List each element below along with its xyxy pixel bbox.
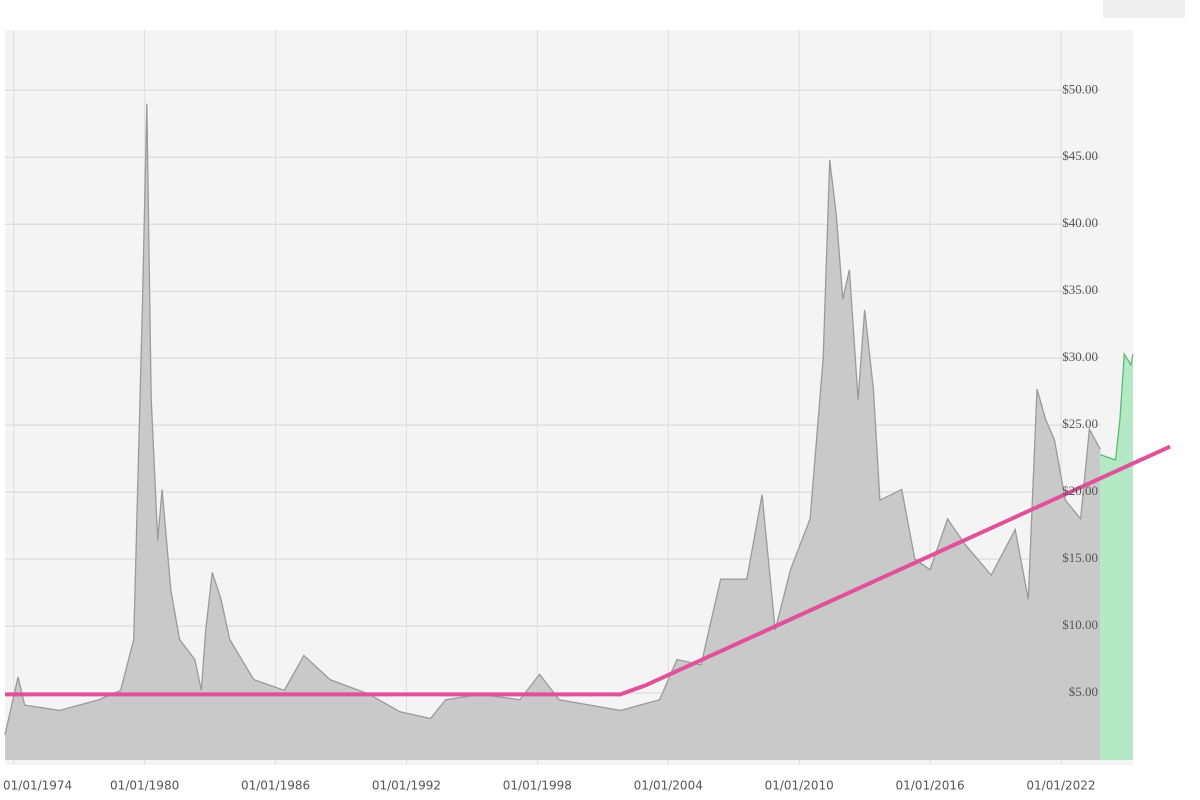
x-tick-label: 01/01/1992 — [372, 779, 441, 793]
labels: $5.00 $10.00 $15.00 $20.00 $25.00 $30.00 $35.0… — [3, 81, 1098, 792]
area-outline — [1100, 352, 1134, 461]
y-tick-label: $30.00 — [1062, 349, 1098, 364]
x-tick-label: 01/01/1980 — [110, 779, 179, 793]
y-tick-label: $40.00 — [1062, 215, 1098, 230]
y-tick-label: $25.00 — [1062, 416, 1098, 431]
y-tick-label: $15.00 — [1062, 550, 1098, 565]
y-tick-label: $20.00 — [1062, 483, 1098, 498]
x-tick-label: 01/01/1986 — [241, 779, 310, 793]
x-tick-label: 01/01/1998 — [503, 779, 572, 793]
trend-line — [5, 444, 1171, 697]
x-tick-label: 01/01/2004 — [634, 779, 703, 793]
x-tick-label: 01/01/2010 — [765, 779, 834, 793]
y-tick-label: $50.00 — [1062, 81, 1098, 96]
area — [1100, 354, 1133, 760]
y-tick-label: $35.00 — [1062, 282, 1098, 297]
y-tick-label: $45.00 — [1062, 148, 1098, 163]
y-tick-label: $10.00 — [1062, 617, 1098, 632]
x-tick-label: 01/01/1974 — [3, 779, 72, 793]
marks — [4, 103, 1171, 760]
x-tick-label: 01/01/2022 — [1026, 779, 1095, 793]
x-tick-label: 01/01/2016 — [896, 779, 965, 793]
y-tick-label: $5.00 — [1069, 684, 1098, 699]
corner-panel — [1103, 0, 1185, 18]
area-outline — [4, 103, 1101, 735]
